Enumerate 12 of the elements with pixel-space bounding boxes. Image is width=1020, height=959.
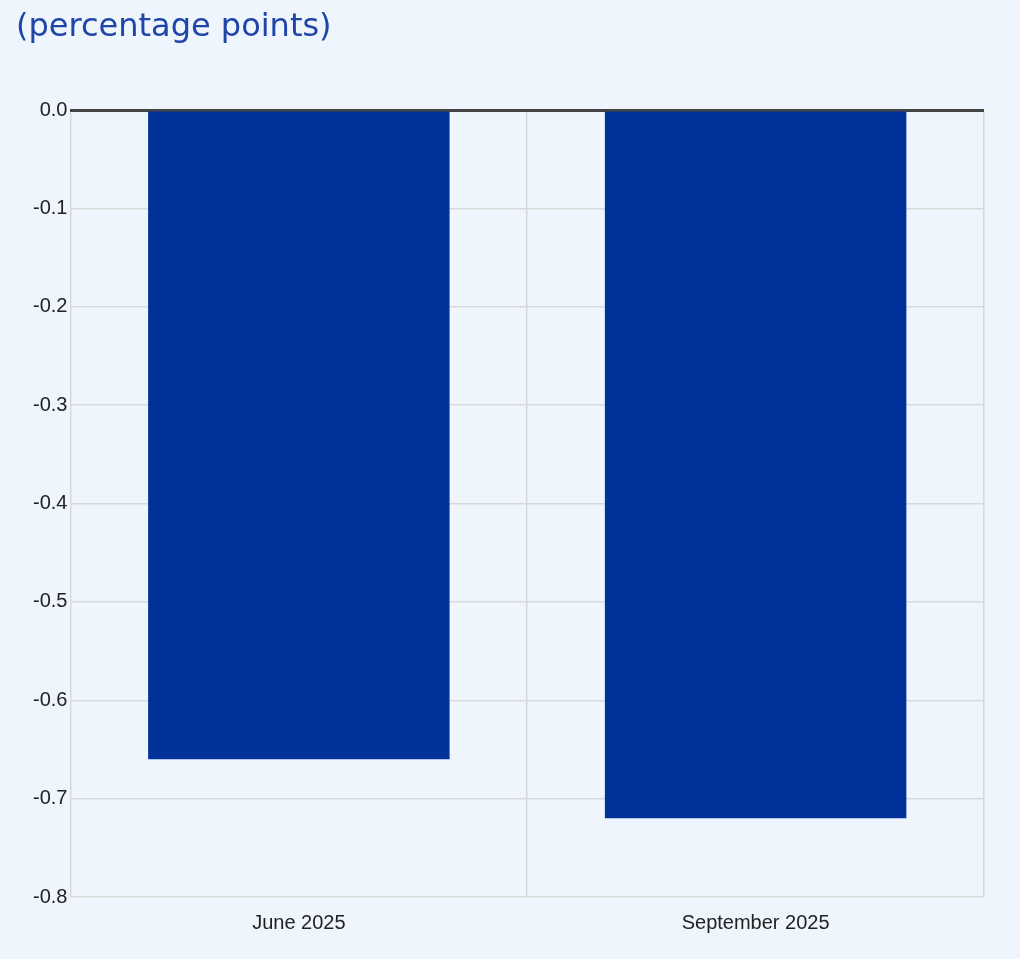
y-tick-label: -0.3 [32,392,68,415]
x-tick-label: June 2025 [252,910,346,933]
y-tick-label: -0.8 [32,884,68,907]
y-tick-label: -0.2 [32,294,68,317]
y-tick-label: -0.6 [32,687,68,710]
y-tick-label: -0.4 [32,491,68,514]
chart-title: (percentage points) [16,6,332,44]
y-tick-label: -0.7 [32,786,68,809]
y-tick-label: -0.5 [32,589,68,612]
y-tick-label: -0.1 [32,195,68,218]
x-tick-label: September 2025 [681,910,830,933]
y-tick-label: 0.0 [39,97,68,120]
